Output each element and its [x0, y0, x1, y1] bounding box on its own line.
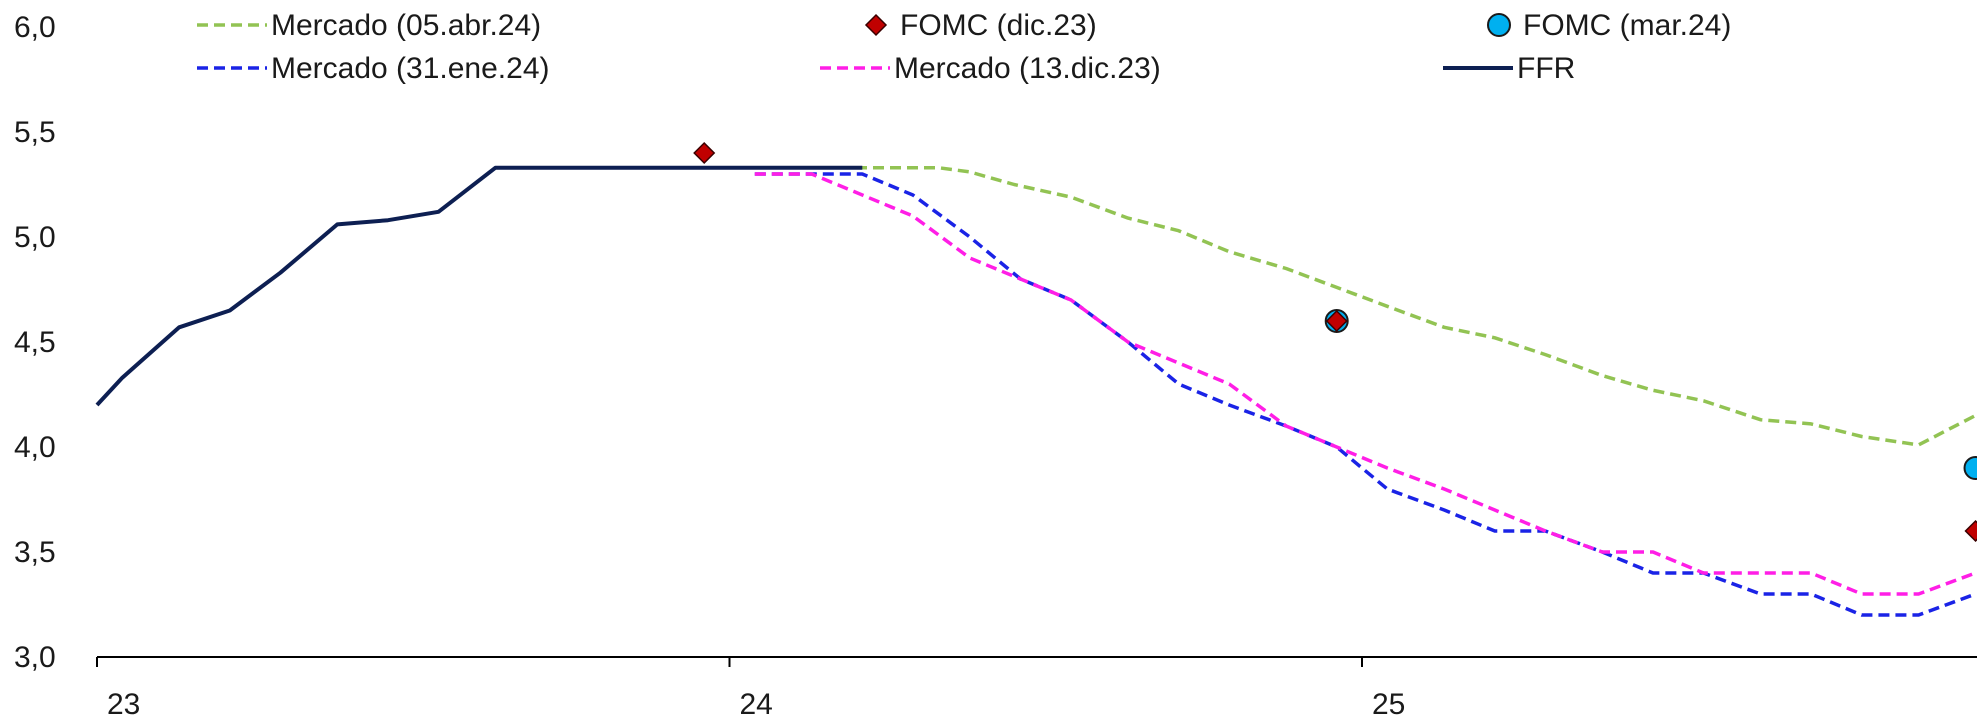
series-line-ffr	[95, 165, 863, 407]
x-tick-label: 24	[740, 688, 773, 719]
legend-item-fomc-mar-24: FOMC (mar.24)	[1487, 9, 1731, 42]
legend-item-fomc-dic-23: FOMC (dic.23)	[864, 9, 1097, 42]
legend-label: FOMC (dic.23)	[900, 9, 1097, 42]
axis-layer	[96, 656, 1977, 667]
marker-fomc-mar-24-1	[1963, 456, 1977, 480]
y-tick-label: 4,0	[14, 431, 56, 464]
legend-label: Mercado (31.ene.24)	[271, 52, 550, 85]
series-line-mercado-05-abr-24	[856, 165, 1977, 447]
legend: Mercado (05.abr.24) FOMC (dic.23) FOMC (ma…	[197, 9, 1731, 85]
y-tick-label: 4,5	[14, 326, 56, 359]
legend-label: FFR	[1517, 52, 1575, 85]
legend-item-mercado-13-dic-23: Mercado (13.dic.23)	[820, 52, 1161, 85]
legend-item-ffr: FFR	[1443, 52, 1575, 85]
legend-label: Mercado (13.dic.23)	[894, 52, 1161, 85]
marker-layer	[693, 141, 1977, 543]
y-tick-label: 5,5	[14, 116, 56, 149]
marker-fomc-dic-23-0	[693, 141, 716, 165]
y-tick-label: 5,0	[14, 221, 56, 254]
legend-swatch	[864, 13, 888, 37]
legend-label: FOMC (mar.24)	[1523, 9, 1731, 42]
legend-swatch	[1487, 13, 1511, 37]
legend-label: Mercado (05.abr.24)	[271, 9, 541, 42]
x-tick-labels: 23 24 25	[107, 688, 1405, 719]
y-tick-label: 3,5	[14, 536, 56, 569]
series-line-mercado-13-dic-23	[754, 172, 1977, 596]
series-line-mercado-31-ene-24	[754, 172, 1977, 617]
series-layer	[95, 165, 1977, 617]
y-tick-label: 3,0	[14, 641, 56, 674]
legend-item-mercado-31-ene-24: Mercado (31.ene.24)	[197, 52, 550, 85]
marker-fomc-dic-23-1	[1325, 309, 1348, 333]
y-tick-label: 6,0	[14, 11, 56, 44]
x-tick-label: 25	[1372, 688, 1405, 719]
legend-item-mercado-05-abr-24: Mercado (05.abr.24)	[197, 9, 541, 42]
y-tick-labels: 3,0 3,5 4,0 4,5 5,0 5,5 6,0	[14, 11, 56, 674]
marker-fomc-dic-23-2	[1964, 519, 1977, 543]
x-tick-label: 23	[107, 688, 140, 719]
